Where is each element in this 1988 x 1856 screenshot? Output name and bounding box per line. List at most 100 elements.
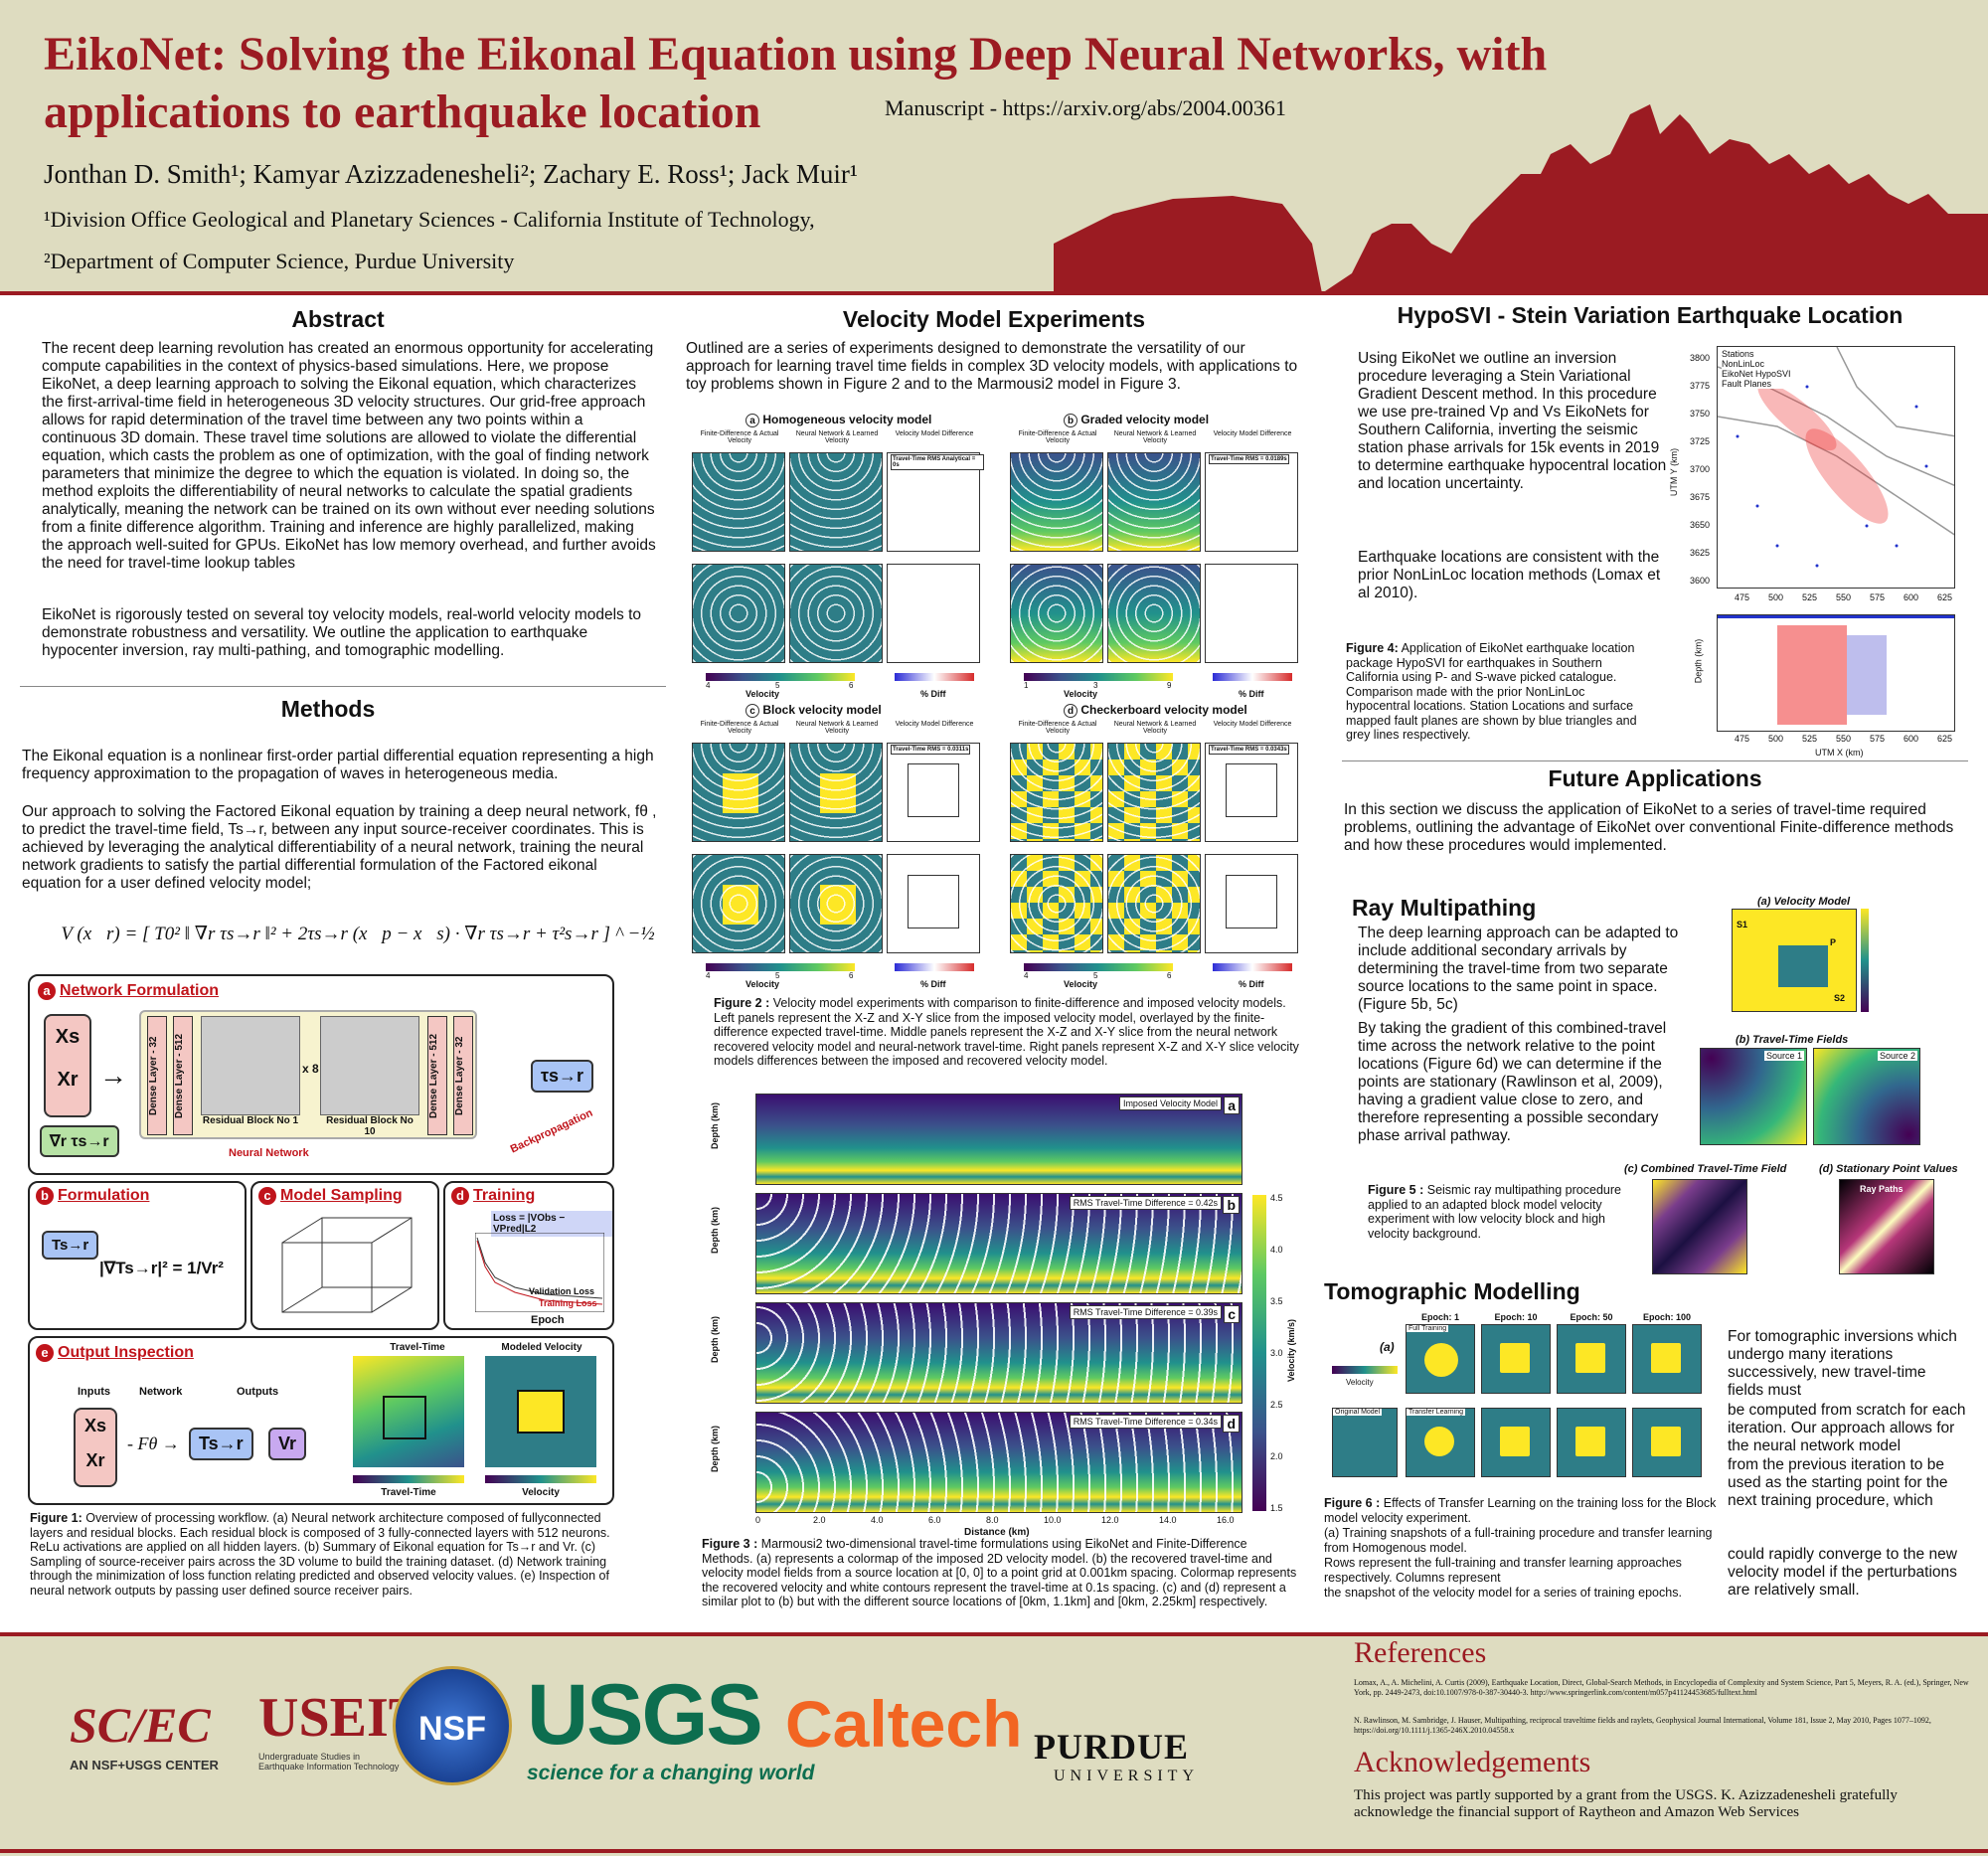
- scec-subtitle: AN NSF+USGS CENTER: [70, 1758, 219, 1772]
- fig2-subplot: [1107, 854, 1201, 953]
- marmousi-panel-b: RMS Travel-Time Difference = 0.42s b: [755, 1193, 1242, 1294]
- fig5a-plot: S1 P S2: [1732, 909, 1857, 1012]
- hyposvi-map: Stations NonLinLoc EikoNet HypoSVI Fault…: [1717, 346, 1955, 589]
- cb-min: 1: [1024, 681, 1029, 690]
- figure-6: (a) Epoch: 1 Full Training Transfer Learnin…: [1322, 1312, 1715, 1486]
- cb-tick: 3.0: [1270, 1348, 1283, 1358]
- ray-paragraph-2: By taking the gradient of this combined-…: [1358, 1020, 1667, 1144]
- future-heading: Future Applications: [1548, 765, 1762, 791]
- marm-letter: a: [1224, 1097, 1240, 1114]
- purdue-subtitle: UNIVERSITY: [1054, 1768, 1199, 1784]
- hyposvi-paragraph-2: Earthquake locations are consistent with…: [1358, 549, 1661, 601]
- rms-label: Travel-Time RMS = 0.0343s: [1209, 745, 1289, 755]
- network-function: - Fθ →: [127, 1434, 180, 1453]
- col3-label: Velocity Model Difference: [895, 721, 974, 728]
- fig5b-title: (b) Travel-Time Fields: [1736, 1034, 1849, 1046]
- fig4-caption: Figure 4: Application of EikoNet earthqu…: [1346, 641, 1637, 742]
- residual-block-1: [201, 1016, 300, 1115]
- fig5b-source1-plot: Source 1: [1700, 1048, 1807, 1145]
- fig2-subplot: [1107, 452, 1201, 552]
- distance-ticks: 0 2.0 4.0 6.0 8.0 10.0 12.0 14.0 16.0: [755, 1515, 1242, 1527]
- x-tick: 2.0: [813, 1515, 826, 1525]
- usgs-subtitle: science for a changing world: [527, 1762, 815, 1784]
- cb-tick: 1.5: [1270, 1503, 1283, 1513]
- panel-letter: b: [1064, 414, 1077, 427]
- methods-heading: Methods: [280, 696, 376, 722]
- methods-paragraph-2: Our approach to solving the Factored Eik…: [22, 803, 657, 892]
- utm-x-label: UTM X (km): [1815, 748, 1864, 758]
- fig2-subplot: [887, 564, 980, 663]
- references-heading: References: [1354, 1636, 1487, 1669]
- fig2-subplot: [789, 854, 883, 953]
- velocity-label: Velocity: [746, 979, 780, 989]
- cb-mid: 3: [1093, 681, 1098, 690]
- abstract-heading: Abstract: [291, 306, 385, 332]
- fig2-panel-c: c Block velocity model Finite-Difference …: [686, 703, 984, 989]
- fig2-panel-b: b Graded velocity model Finite-Difference…: [1004, 413, 1302, 699]
- fig2-subplot: [1205, 564, 1298, 663]
- fig2-subplot: [887, 854, 980, 953]
- marm-letter: d: [1223, 1415, 1240, 1433]
- col2-label: Neural Network & Learned Velocity: [1113, 430, 1197, 444]
- panel-title: Homogeneous velocity model: [762, 413, 932, 426]
- fig5d-plot: Ray Paths: [1839, 1179, 1934, 1274]
- col3-label: Velocity Model Difference: [1213, 721, 1292, 728]
- affiliation-1: ¹Division Office Geological and Planetar…: [44, 207, 815, 232]
- epoch-label: Epoch: 100: [1642, 1312, 1691, 1322]
- tomo-snapshot: Full Training: [1406, 1324, 1475, 1394]
- poster-footer: SC/EC AN NSF+USGS CENTER USEIT Undergrad…: [0, 1636, 1988, 1856]
- ack-heading: Acknowledgements: [1354, 1746, 1591, 1778]
- neural-network-box: Dense Layer - 32 Dense Layer - 512 Resid…: [139, 1010, 477, 1139]
- col1-label: Finite-Difference & Actual Velocity: [1018, 721, 1097, 735]
- tomo-colorbar: [1332, 1366, 1398, 1374]
- ack-text: This project was partly supported by a g…: [1354, 1787, 1898, 1820]
- fig2-subplot: [1010, 743, 1103, 842]
- cb-mid: 5: [1093, 971, 1098, 980]
- cb-tick: 2.0: [1270, 1451, 1283, 1461]
- marm-colorbar: [1252, 1195, 1266, 1511]
- fig5d-title: (d) Stationary Point Values: [1819, 1163, 1958, 1175]
- col2-label: Neural Network & Learned Velocity: [795, 430, 879, 444]
- tomo-paragraph-2: be computed from scratch for each iterat…: [1728, 1402, 1966, 1454]
- x-tick: 14.0: [1159, 1515, 1177, 1525]
- hyposvi-paragraph-1: Using EikoNet we outline an inversion pr…: [1358, 350, 1667, 492]
- diff-label: % Diff: [920, 689, 946, 699]
- marm-letter: b: [1223, 1196, 1240, 1214]
- vel-kms-label: Velocity (km/s): [1286, 1318, 1296, 1382]
- fig2-subplot: [887, 743, 980, 842]
- velocity-label: Velocity: [746, 689, 780, 699]
- network-formulation-label: Network Formulation: [60, 982, 220, 999]
- training-label: Training: [473, 1187, 536, 1204]
- footer-rule-bottom: [0, 1849, 1988, 1853]
- abstract-paragraph-1: The recent deep learning revolution has …: [42, 340, 656, 572]
- fig2-panel-a: a Homogeneous velocity model Finite-Diffe…: [686, 413, 984, 699]
- cb-max: 6: [1167, 971, 1172, 980]
- fig2-subplot: [692, 854, 785, 953]
- tomo-snapshot: [1481, 1324, 1551, 1394]
- original-model: Original Model: [1332, 1408, 1398, 1477]
- velocity-label: Velocity: [1064, 689, 1098, 699]
- hyposvi-heading: HypoSVI - Stein Variation Earthquake Loc…: [1397, 302, 1904, 328]
- map-y-ticks: 3800 3775 3750 3725 3700 3675 3650 3625 …: [1689, 353, 1710, 586]
- x-tick: 16.0: [1217, 1515, 1235, 1525]
- figure-3: Imposed Velocity Model a Depth (km) RMS Tra…: [696, 1094, 1302, 1538]
- map-x-ticks: 475 500 525 550 575 600 625: [1735, 592, 1953, 602]
- purdue-logo: PURDUE: [1034, 1727, 1189, 1767]
- fig2-subplot: [789, 743, 883, 842]
- diff-colorbar: [895, 963, 974, 971]
- rms-label: Travel-Time RMS = 0.0189s: [1209, 454, 1289, 464]
- col3-label: Velocity Model Difference: [895, 430, 974, 437]
- marmousi-panel-c: RMS Travel-Time Difference = 0.39s c: [755, 1302, 1242, 1404]
- x-tick: 6.0: [928, 1515, 941, 1525]
- city-skyline: [1054, 104, 1988, 295]
- depth-label: Depth (km): [1693, 638, 1704, 684]
- diff-label: % Diff: [1239, 689, 1264, 699]
- row-label: Full Training: [1407, 1325, 1449, 1332]
- manuscript-link[interactable]: Manuscript - https://arxiv.org/abs/2004.…: [885, 95, 1286, 120]
- cb-tick: 4.0: [1270, 1245, 1283, 1255]
- vel-cbar-label: Velocity: [522, 1487, 560, 1498]
- fig2-subplot: [1010, 452, 1103, 552]
- modeled-velocity-plot: [485, 1356, 596, 1467]
- diff-label: % Diff: [1239, 979, 1264, 989]
- mv-title: Modeled Velocity: [501, 1342, 582, 1353]
